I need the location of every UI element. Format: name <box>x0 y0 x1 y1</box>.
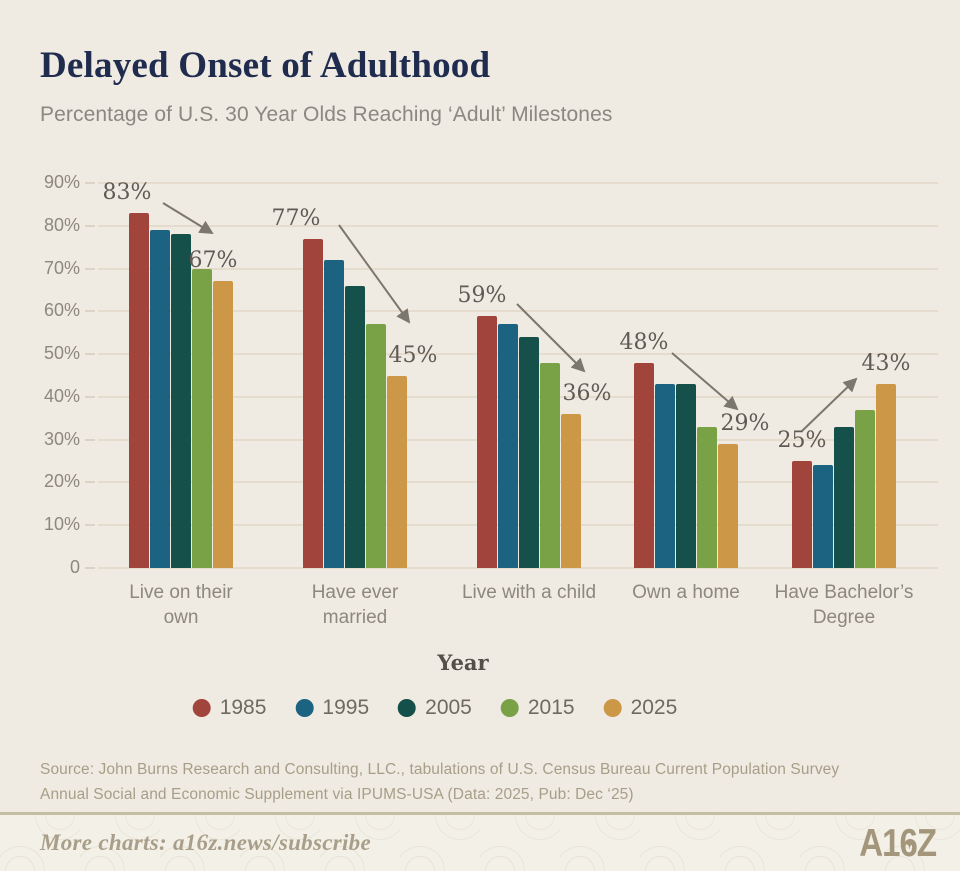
y-tick-mark <box>85 353 95 356</box>
y-tick-label: 20% <box>43 471 80 492</box>
legend-item-1995: 1995 <box>295 696 369 720</box>
source-note: Source: John Burns Research and Consulti… <box>40 757 839 807</box>
legend-label: 1985 <box>219 696 267 719</box>
y-tick-mark <box>85 481 95 484</box>
y-tick-label: 10% <box>43 514 80 535</box>
bar-2005-group1 <box>171 234 191 568</box>
bar-1985-group4 <box>634 362 654 568</box>
bar-2015-group3 <box>540 362 560 568</box>
y-tick-mark <box>85 524 95 527</box>
legend-label: 2005 <box>425 696 472 719</box>
y-tick-label: 40% <box>43 385 80 406</box>
source-line-2: Annual Social and Economic Supplement vi… <box>40 786 634 803</box>
legend: 1985 1995 2005 2015 2025 <box>192 696 678 720</box>
bar-2025-group3 <box>561 414 581 568</box>
value-label-end: 29% <box>720 410 770 436</box>
bar-1995-group2 <box>324 260 344 568</box>
y-tick-mark <box>85 395 95 398</box>
y-tick-label: 0 <box>69 557 80 577</box>
chart-title: Delayed Onset of Adulthood <box>40 45 491 86</box>
bar-2015-group1 <box>192 268 212 568</box>
bar-2025-group1 <box>213 281 233 568</box>
legend-item-2025: 2025 <box>603 696 678 720</box>
bar-2005-group5 <box>834 426 854 568</box>
value-label-start: 25% <box>777 428 827 454</box>
logo-six: 6 ✦ <box>899 820 917 865</box>
grid-line <box>98 395 938 398</box>
bar-1995-group1 <box>150 230 170 568</box>
legend-swatch <box>398 699 417 717</box>
trend-arrow <box>162 202 214 235</box>
logo-star-icon: ✦ <box>904 838 914 853</box>
category-label: Have Bachelor’s Degree <box>774 582 914 628</box>
y-tick-label: 80% <box>43 214 80 235</box>
value-label-end: 45% <box>388 342 438 368</box>
value-label-end: 36% <box>562 381 612 406</box>
bar-1995-group3 <box>498 324 518 568</box>
y-tick-mark <box>85 310 95 313</box>
footer-divider <box>0 812 960 815</box>
a16z-logo: A16 ✦ Z <box>859 820 937 865</box>
legend-swatch <box>500 699 519 717</box>
legend-swatch <box>295 699 314 717</box>
bar-2015-group4 <box>697 426 717 568</box>
legend-label: 2025 <box>630 696 678 719</box>
bar-1995-group4 <box>655 384 675 568</box>
value-label-start: 48% <box>619 329 669 355</box>
bar-2005-group3 <box>519 337 539 568</box>
y-tick-mark <box>85 224 95 227</box>
legend-item-2005: 2005 <box>398 696 472 720</box>
y-tick-label: 60% <box>43 300 80 321</box>
value-label-start: 77% <box>271 205 321 231</box>
bar-2005-group2 <box>345 285 365 568</box>
bar-2025-group5 <box>876 384 896 568</box>
trend-arrow <box>801 377 858 432</box>
value-label-start: 83% <box>102 179 152 205</box>
y-tick-mark <box>85 567 95 569</box>
source-line-1: Source: John Burns Research and Consulti… <box>40 761 840 778</box>
legend-swatch <box>603 699 622 717</box>
y-tick-mark <box>85 267 95 270</box>
category-label: Have ever married <box>311 582 399 628</box>
grid-line <box>98 438 938 441</box>
value-label-start: 59% <box>457 282 507 308</box>
bar-1985-group3 <box>477 315 497 568</box>
grid-line <box>98 567 938 569</box>
grid-line <box>98 524 938 527</box>
bar-2005-group4 <box>676 384 696 568</box>
bar-1985-group1 <box>129 212 149 568</box>
footer-link: More charts: a16z.news/subscribe <box>40 830 371 855</box>
y-tick-mark <box>85 182 95 184</box>
y-tick-label: 30% <box>43 428 80 449</box>
value-label-end: 43% <box>861 351 911 377</box>
legend-swatch <box>192 699 211 717</box>
x-axis-title: Year <box>437 650 489 675</box>
y-tick-label: 70% <box>43 257 80 278</box>
footer: More charts: a16z.news/subscribe A16 ✦ Z <box>0 815 960 871</box>
legend-label: 2015 <box>527 696 575 719</box>
bar-2015-group5 <box>855 409 875 568</box>
bar-1985-group2 <box>303 238 323 568</box>
grid-line <box>98 224 938 227</box>
bar-1985-group5 <box>792 461 812 568</box>
grid-line <box>98 481 938 484</box>
legend-label: 1995 <box>322 696 370 719</box>
grid-line <box>98 267 938 270</box>
y-tick-mark <box>85 438 95 441</box>
bar-2025-group2 <box>387 375 407 568</box>
y-tick-label: 50% <box>43 343 80 364</box>
legend-item-2015: 2015 <box>500 696 575 720</box>
category-label: Live on their own <box>129 582 233 628</box>
category-label: Live with a child <box>461 582 597 603</box>
bar-2025-group4 <box>718 443 738 568</box>
chart-subtitle: Percentage of U.S. 30 Year Olds Reaching… <box>40 103 613 126</box>
legend-item-1985: 1985 <box>192 696 267 720</box>
bar-2015-group2 <box>366 324 386 568</box>
bar-1995-group5 <box>813 465 833 568</box>
category-label: Own a home <box>632 582 740 603</box>
value-label-end: 67% <box>188 248 238 274</box>
y-tick-label: 90% <box>43 172 80 192</box>
grid-line <box>98 182 938 184</box>
